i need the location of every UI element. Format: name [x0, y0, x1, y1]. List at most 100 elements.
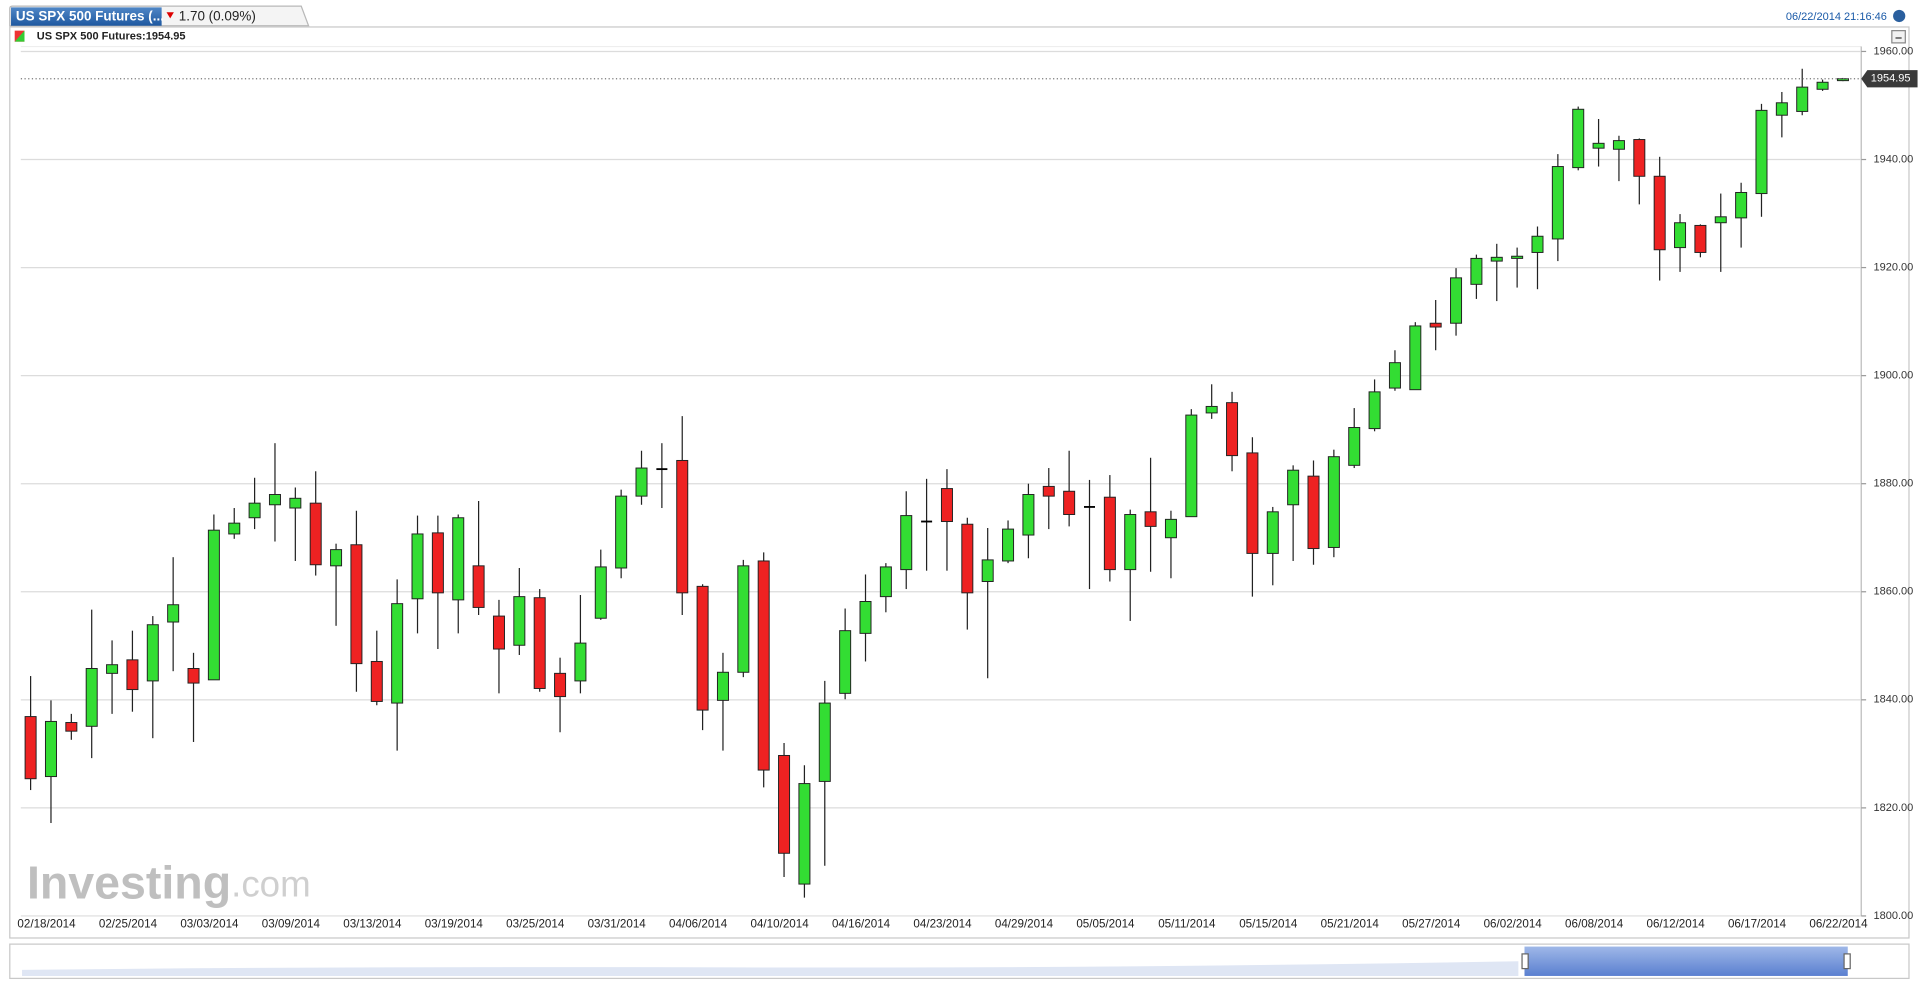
candle-body [1063, 490, 1076, 515]
candle-body [167, 604, 180, 623]
candle-body [961, 523, 974, 594]
candle-body [1755, 109, 1768, 195]
x-tick-label: 03/31/2014 [588, 918, 647, 931]
candle-body [1551, 166, 1564, 240]
navigator-handle-right[interactable] [1843, 953, 1851, 970]
x-tick-label: 06/02/2014 [1484, 918, 1543, 931]
candle-body [1490, 256, 1503, 262]
watermark-suffix: .com [231, 863, 311, 904]
candle-body [1653, 175, 1666, 251]
candle-body [676, 459, 689, 594]
candle-body [85, 667, 98, 727]
candle-body [900, 515, 913, 571]
candle-body [1775, 102, 1788, 116]
candle-body [615, 495, 628, 569]
navigator-area [22, 961, 1519, 976]
candle-body [574, 642, 587, 682]
x-tick-label: 04/06/2014 [669, 918, 728, 931]
candle-body [1002, 528, 1015, 562]
top-bar: US SPX 500 Futures (... 1.70 (0.09%) 06/… [9, 5, 1906, 27]
candle-body [411, 533, 424, 600]
candle-body [248, 502, 261, 519]
candle-body [940, 488, 953, 523]
candle-body [65, 722, 78, 732]
candle-body [452, 517, 465, 601]
y-tick-label: 1920.00 [1873, 261, 1913, 273]
chart-title: US SPX 500 Futures:1954.95 [37, 31, 186, 43]
x-tick-label: 03/09/2014 [262, 918, 321, 931]
x-tick-label: 05/11/2014 [1158, 918, 1216, 931]
candle-body [1816, 81, 1829, 90]
x-tick-label: 06/17/2014 [1728, 918, 1787, 931]
candle-body [24, 716, 37, 780]
candle-body [1368, 391, 1381, 430]
chart-frame [9, 26, 1910, 939]
candle-body [207, 529, 220, 681]
candle-body [818, 702, 831, 782]
candle-body [1246, 452, 1259, 554]
y-tick-label: 1900.00 [1873, 370, 1913, 382]
navigator [9, 943, 1910, 980]
candle-body [1205, 405, 1218, 414]
watermark: Investing.com [27, 857, 311, 909]
candle-body [594, 566, 607, 619]
minimize-button[interactable] [1891, 30, 1906, 44]
candle-body [391, 603, 404, 704]
last-price-label: 1954.95 [1871, 73, 1911, 85]
candle-body [126, 659, 139, 691]
navigator-handle-left[interactable] [1521, 953, 1529, 970]
candle-body [839, 630, 852, 694]
candle-body [472, 565, 485, 608]
x-tick-label: 06/22/2014 [1809, 918, 1868, 931]
y-tick-label: 1800.00 [1873, 910, 1913, 922]
candle-body [309, 502, 322, 566]
plot: 1800.00 1820.00 1840.00 1860.00 1880.00 1900.… [17, 45, 1918, 931]
candle-body [1307, 475, 1320, 550]
x-tick-label: 03/25/2014 [506, 918, 565, 931]
candle-body [1633, 139, 1646, 177]
navigator-selection[interactable] [1524, 946, 1848, 976]
candle-body [533, 597, 546, 689]
candle-body [1144, 511, 1157, 527]
candle-body [268, 494, 281, 506]
candle-body [1388, 362, 1401, 389]
candle-body [696, 585, 709, 711]
candle-body [228, 522, 241, 535]
candle-body [1572, 108, 1585, 169]
settings-icon[interactable] [1893, 9, 1906, 23]
candle-body [1124, 514, 1137, 571]
y-tick-label: 1820.00 [1873, 802, 1913, 814]
candle-body [1531, 235, 1544, 253]
candle-body [1674, 222, 1687, 249]
x-tick-label: 03/03/2014 [180, 918, 239, 931]
x-tick-label: 05/21/2014 [1321, 918, 1380, 931]
candle-body [757, 560, 770, 771]
candle-body [1511, 255, 1524, 259]
candle-body [1022, 494, 1035, 536]
x-tick-label: 05/27/2014 [1402, 918, 1461, 931]
candle-body [146, 624, 159, 682]
candle-body [1694, 224, 1707, 253]
candle-body [981, 559, 994, 582]
candle-body [1796, 86, 1809, 112]
candle-body [1103, 496, 1116, 571]
candle-body [1592, 142, 1605, 149]
candle-body [370, 660, 383, 702]
x-tick-label: 06/08/2014 [1565, 918, 1624, 931]
y-tick-label: 1960.00 [1873, 45, 1913, 57]
change: 1.70 (0.09%) [179, 9, 256, 24]
down-arrow [166, 12, 174, 19]
x-tick-label: 02/18/2014 [17, 918, 76, 931]
candle-body [1266, 511, 1279, 554]
x-tick-label: 05/05/2014 [1076, 918, 1135, 931]
x-tick-label: 04/29/2014 [995, 918, 1054, 931]
candle-body [431, 532, 444, 594]
y-tick-label: 1860.00 [1873, 586, 1913, 598]
candle-body [1612, 140, 1625, 150]
candle-body [737, 565, 750, 673]
candle-body [1042, 485, 1055, 497]
candle-body [798, 783, 811, 885]
candle-body [106, 664, 119, 674]
x-tick-label: 03/13/2014 [343, 918, 402, 931]
